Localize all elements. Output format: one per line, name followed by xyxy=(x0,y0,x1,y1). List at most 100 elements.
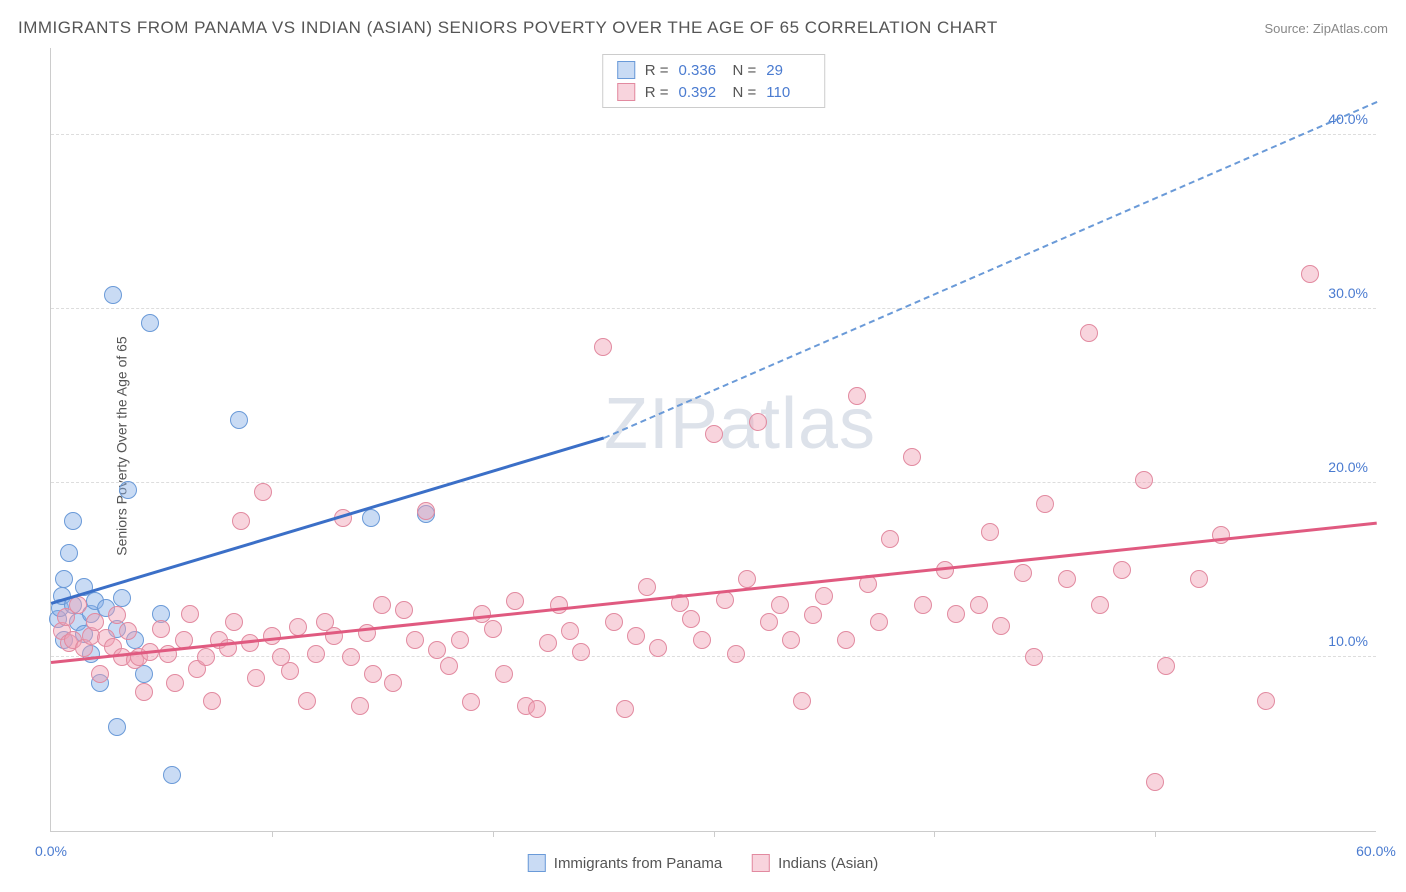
data-point xyxy=(55,570,73,588)
gridline xyxy=(51,308,1376,309)
data-point xyxy=(528,700,546,718)
x-tick xyxy=(493,831,494,837)
data-point xyxy=(440,657,458,675)
data-point xyxy=(86,613,104,631)
data-point xyxy=(1212,526,1230,544)
trend-line xyxy=(51,437,604,605)
gridline xyxy=(51,482,1376,483)
data-point xyxy=(197,648,215,666)
data-point xyxy=(462,693,480,711)
data-point xyxy=(1146,773,1164,791)
legend-label-blue: Immigrants from Panama xyxy=(554,855,722,872)
data-point xyxy=(60,544,78,562)
data-point xyxy=(649,639,667,657)
data-point xyxy=(539,634,557,652)
data-point xyxy=(152,620,170,638)
data-point xyxy=(119,622,137,640)
data-point xyxy=(992,617,1010,635)
r-value-pink: 0.392 xyxy=(679,84,723,101)
data-point xyxy=(451,631,469,649)
data-point xyxy=(1025,648,1043,666)
legend-row-pink: R = 0.392 N = 110 xyxy=(617,81,811,103)
data-point xyxy=(837,631,855,649)
x-tick xyxy=(1155,831,1156,837)
data-point xyxy=(506,592,524,610)
gridline xyxy=(51,134,1376,135)
data-point xyxy=(495,665,513,683)
watermark: ZIPatlas xyxy=(604,383,876,465)
data-point xyxy=(247,669,265,687)
data-point xyxy=(693,631,711,649)
x-tick-label: 0.0% xyxy=(35,843,67,859)
data-point xyxy=(342,648,360,666)
data-point xyxy=(1058,570,1076,588)
data-point xyxy=(981,523,999,541)
data-point xyxy=(1135,471,1153,489)
data-point xyxy=(417,502,435,520)
legend-row-blue: R = 0.336 N = 29 xyxy=(617,59,811,81)
data-point xyxy=(947,605,965,623)
data-point xyxy=(1157,657,1175,675)
data-point xyxy=(406,631,424,649)
r-label: R = xyxy=(645,84,669,101)
data-point xyxy=(903,448,921,466)
data-point xyxy=(561,622,579,640)
data-point xyxy=(870,613,888,631)
data-point xyxy=(298,692,316,710)
n-value-blue: 29 xyxy=(766,62,810,79)
data-point xyxy=(1113,561,1131,579)
data-point xyxy=(738,570,756,588)
data-point xyxy=(550,596,568,614)
n-value-pink: 110 xyxy=(766,84,810,101)
legend-bottom: Immigrants from Panama Indians (Asian) xyxy=(528,854,878,872)
swatch-pink xyxy=(617,83,635,101)
data-point xyxy=(914,596,932,614)
data-point xyxy=(771,596,789,614)
data-point xyxy=(760,613,778,631)
y-tick-label: 20.0% xyxy=(1328,459,1368,475)
data-point xyxy=(230,411,248,429)
data-point xyxy=(572,643,590,661)
data-point xyxy=(749,413,767,431)
swatch-pink xyxy=(752,854,770,872)
data-point xyxy=(108,718,126,736)
legend-item-pink: Indians (Asian) xyxy=(752,854,878,872)
x-tick xyxy=(272,831,273,837)
legend-item-blue: Immigrants from Panama xyxy=(528,854,722,872)
x-tick-label: 60.0% xyxy=(1356,843,1396,859)
data-point xyxy=(351,697,369,715)
data-point xyxy=(881,530,899,548)
data-point xyxy=(119,481,137,499)
data-point xyxy=(627,627,645,645)
legend-label-pink: Indians (Asian) xyxy=(778,855,878,872)
data-point xyxy=(1190,570,1208,588)
data-point xyxy=(225,613,243,631)
data-point xyxy=(91,665,109,683)
data-point xyxy=(104,286,122,304)
data-point xyxy=(682,610,700,628)
data-point xyxy=(141,314,159,332)
trend-line-dash xyxy=(603,100,1377,438)
data-point xyxy=(108,606,126,624)
x-tick xyxy=(934,831,935,837)
data-point xyxy=(163,766,181,784)
chart-title: IMMIGRANTS FROM PANAMA VS INDIAN (ASIAN)… xyxy=(18,18,998,38)
data-point xyxy=(254,483,272,501)
legend-top: R = 0.336 N = 29 R = 0.392 N = 110 xyxy=(602,54,826,108)
data-point xyxy=(181,605,199,623)
data-point xyxy=(1091,596,1109,614)
gridline xyxy=(51,656,1376,657)
data-point xyxy=(281,662,299,680)
data-point xyxy=(307,645,325,663)
data-point xyxy=(113,589,131,607)
swatch-blue xyxy=(528,854,546,872)
data-point xyxy=(203,692,221,710)
data-point xyxy=(362,509,380,527)
data-point xyxy=(1014,564,1032,582)
data-point xyxy=(395,601,413,619)
data-point xyxy=(804,606,822,624)
data-point xyxy=(384,674,402,692)
n-label: N = xyxy=(733,62,757,79)
data-point xyxy=(135,683,153,701)
x-tick xyxy=(714,831,715,837)
